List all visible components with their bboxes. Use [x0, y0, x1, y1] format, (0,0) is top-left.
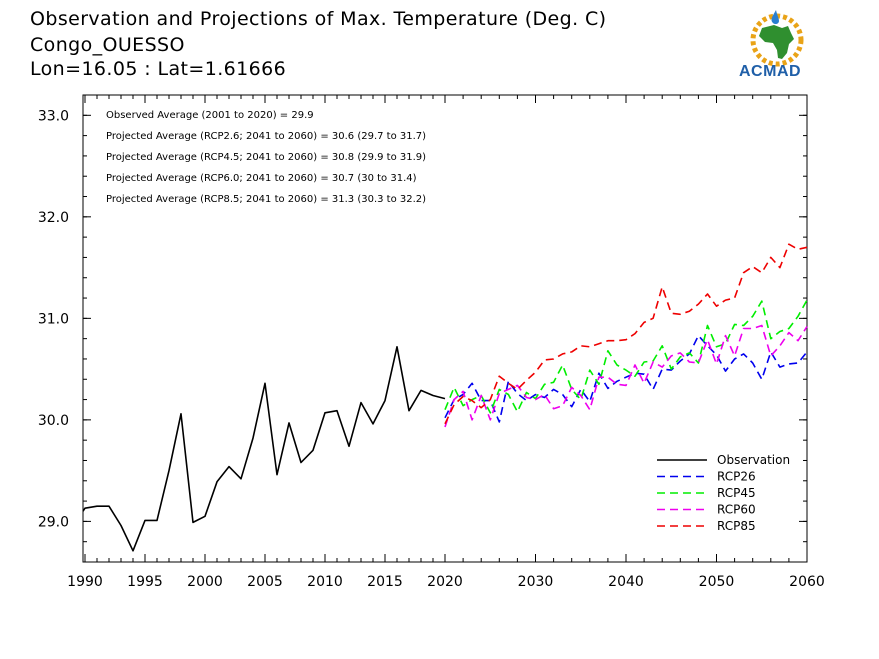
x-tick-label: 2030	[518, 574, 554, 590]
chart-title: Observation and Projections of Max. Temp…	[30, 8, 607, 30]
y-tick-label: 33.0	[38, 108, 69, 124]
acmad-logo-text: ACMAD	[739, 63, 802, 80]
annotation-text: Projected Average (RCP8.5; 2041 to 2060)…	[106, 194, 426, 205]
x-tick-label: 2000	[187, 574, 223, 590]
y-tick-label: 30.0	[38, 413, 69, 429]
series-line-rcp60	[444, 324, 808, 428]
legend-label-rcp85: RCP85	[717, 519, 756, 533]
coordinates-label: Lon=16.05 : Lat=1.61666	[30, 58, 287, 80]
y-tick-label: 31.0	[38, 311, 69, 327]
x-tick-label: 1995	[127, 574, 163, 590]
acmad-logo-icon	[750, 10, 804, 67]
series-line-rcp26	[444, 334, 808, 423]
annotation-text: Projected Average (RCP4.5; 2041 to 2060)…	[106, 152, 426, 163]
series-line-observation	[82, 345, 446, 552]
x-tick-label: 2015	[367, 574, 403, 590]
plot-frame	[82, 94, 808, 563]
x-tick-label: 2005	[247, 574, 283, 590]
x-tick-label: 1990	[67, 574, 103, 590]
legend-label-rcp26: RCP26	[717, 470, 756, 484]
series-line-rcp45	[444, 299, 808, 414]
x-tick-label: 2060	[789, 574, 825, 590]
series-line-rcp85	[444, 243, 808, 425]
legend-label-rcp60: RCP60	[717, 503, 756, 517]
legend-label-rcp45: RCP45	[717, 486, 756, 500]
y-tick-label: 32.0	[38, 210, 69, 226]
x-tick-label: 2020	[427, 574, 463, 590]
annotation-text: Projected Average (RCP6.0; 2041 to 2060)…	[106, 173, 417, 184]
legend-label-observation: Observation	[717, 453, 790, 467]
x-tick-label: 2010	[307, 574, 343, 590]
y-tick-label: 29.0	[38, 514, 69, 530]
annotation-text: Projected Average (RCP2.6; 2041 to 2060)…	[106, 131, 426, 142]
x-tick-label: 2040	[608, 574, 644, 590]
location-label: Congo_OUESSO	[30, 34, 185, 56]
x-tick-label: 2050	[699, 574, 735, 590]
annotation-text: Observed Average (2001 to 2020) = 29.9	[106, 110, 314, 121]
